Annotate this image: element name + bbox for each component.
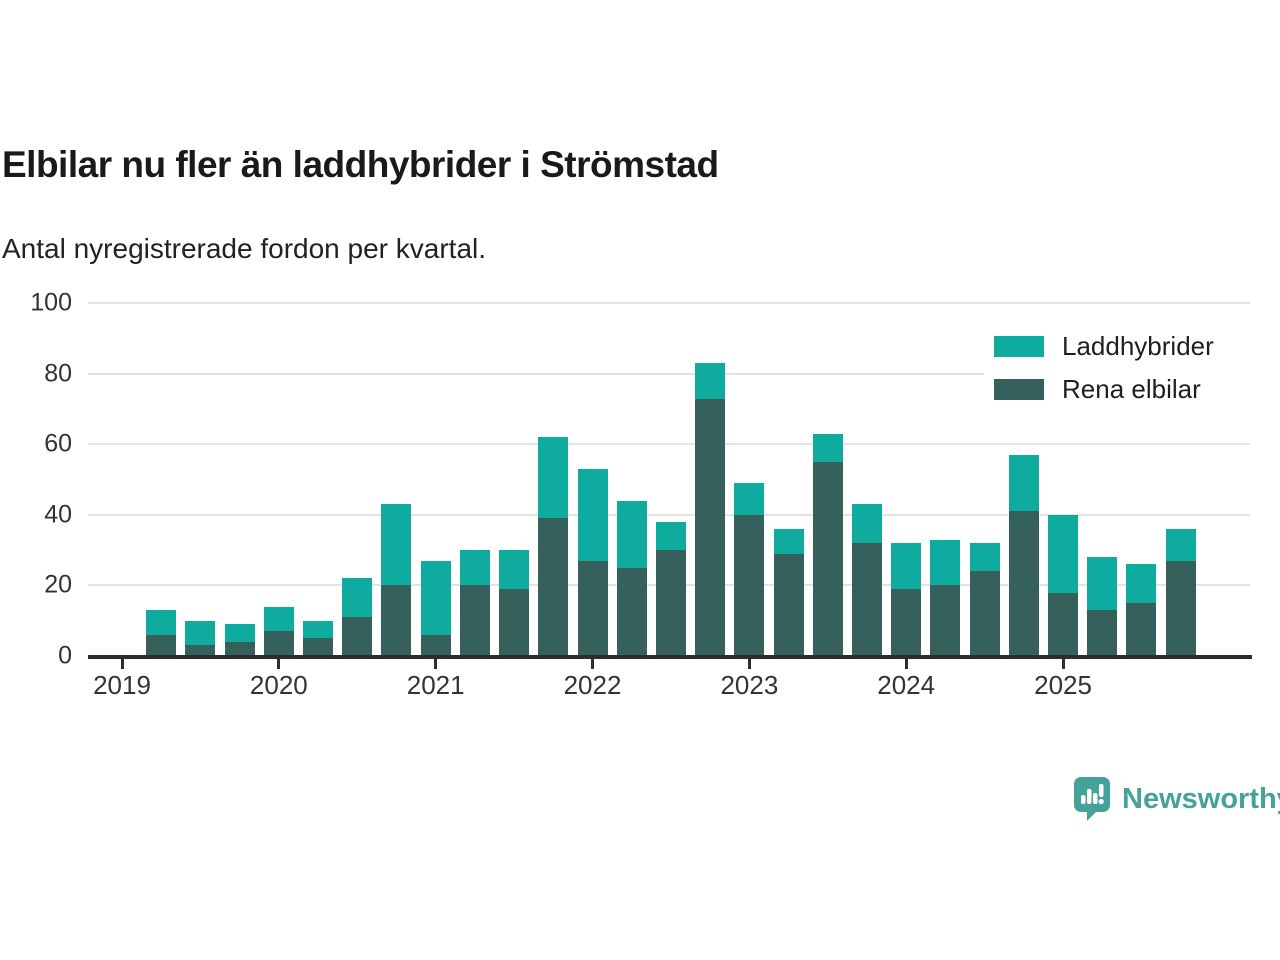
x-tick-label-2022: 2022 xyxy=(563,670,622,700)
bar-rena-elbilar-2024-Q2 xyxy=(930,585,961,656)
newsworthy-logo-text: Newsworthy xyxy=(1122,782,1280,815)
bar-laddhybrider-2021-Q4 xyxy=(538,437,569,519)
x-tick-2021 xyxy=(434,659,438,669)
bar-rena-elbilar-2025-Q1 xyxy=(1048,592,1079,656)
bar-laddhybrider-2024-Q4 xyxy=(1008,455,1039,512)
bar-rena-elbilar-2023-Q4 xyxy=(851,543,882,656)
bar-laddhybrider-2025-Q3 xyxy=(1126,564,1157,604)
bar-rena-elbilar-2025-Q2 xyxy=(1087,610,1118,656)
x-tick-label-2025: 2025 xyxy=(1034,670,1092,700)
bar-rena-elbilar-2021-Q1 xyxy=(420,634,451,656)
bar-laddhybrider-2021-Q1 xyxy=(420,560,451,635)
bar-laddhybrider-2019-Q3 xyxy=(185,620,216,646)
bar-rena-elbilar-2021-Q3 xyxy=(499,589,530,656)
newsworthy-logo-icon xyxy=(1074,777,1110,821)
gridline-60 xyxy=(88,443,1250,446)
legend-item-laddhybrider: Laddhybrider xyxy=(994,331,1250,362)
legend-swatch-rena-elbilar xyxy=(994,379,1044,400)
x-tick-2023 xyxy=(747,659,751,669)
bar-rena-elbilar-2025-Q3 xyxy=(1126,603,1157,656)
x-tick-label-2020: 2020 xyxy=(249,670,308,700)
bar-rena-elbilar-2022-Q4 xyxy=(695,398,726,656)
legend-label: Rena elbilar xyxy=(1062,374,1201,404)
x-tick-2019 xyxy=(120,659,124,669)
legend: Laddhybrider Rena elbilar xyxy=(984,321,1250,423)
bar-rena-elbilar-2021-Q2 xyxy=(459,585,490,656)
bar-rena-elbilar-2022-Q2 xyxy=(616,567,647,656)
bar-laddhybrider-2020-Q3 xyxy=(342,578,373,618)
bar-rena-elbilar-2021-Q4 xyxy=(538,518,569,656)
x-axis-line xyxy=(88,655,1252,659)
bar-rena-elbilar-2023-Q2 xyxy=(773,553,804,656)
bar-rena-elbilar-2019-Q4 xyxy=(224,641,255,656)
bar-laddhybrider-2020-Q4 xyxy=(381,504,412,586)
y-tick-label-80: 80 xyxy=(44,359,72,388)
bar-laddhybrider-2020-Q1 xyxy=(263,606,294,632)
bar-laddhybrider-2023-Q3 xyxy=(812,433,843,463)
newsworthy-logo: Newsworthy xyxy=(1074,777,1280,821)
bar-laddhybrider-2024-Q2 xyxy=(930,539,961,586)
bar-laddhybrider-2022-Q4 xyxy=(695,363,726,399)
bar-laddhybrider-2023-Q1 xyxy=(734,483,765,515)
x-tick-label-2024: 2024 xyxy=(877,670,936,700)
bar-laddhybrider-2021-Q3 xyxy=(499,550,530,589)
bar-rena-elbilar-2024-Q1 xyxy=(891,589,922,656)
x-tick-label-2023: 2023 xyxy=(720,670,779,700)
bar-laddhybrider-2021-Q2 xyxy=(459,550,490,586)
bar-laddhybrider-2022-Q2 xyxy=(616,500,647,568)
bar-rena-elbilar-2020-Q2 xyxy=(303,638,334,656)
legend-label: Laddhybrider xyxy=(1062,331,1214,361)
chart-subtitle: Antal nyregistrerade fordon per kvartal. xyxy=(2,233,487,264)
bar-rena-elbilar-2019-Q3 xyxy=(185,645,216,656)
gridline-100 xyxy=(88,302,1250,305)
x-tick-2025 xyxy=(1061,659,1065,669)
x-tick-2020 xyxy=(277,659,281,669)
gridline-80 xyxy=(88,372,1250,375)
bar-rena-elbilar-2023-Q3 xyxy=(812,462,843,656)
bar-laddhybrider-2025-Q2 xyxy=(1087,557,1118,611)
x-tick-2024 xyxy=(904,659,908,669)
y-tick-label-60: 60 xyxy=(44,429,72,458)
bar-rena-elbilar-2019-Q2 xyxy=(146,634,177,656)
x-tick-label-2021: 2021 xyxy=(406,670,465,700)
bar-rena-elbilar-2022-Q1 xyxy=(577,560,608,656)
bar-laddhybrider-2024-Q1 xyxy=(891,543,922,589)
y-tick-label-100: 100 xyxy=(30,288,72,317)
bar-rena-elbilar-2020-Q4 xyxy=(381,585,412,656)
y-tick-label-40: 40 xyxy=(44,500,72,529)
bar-laddhybrider-2024-Q3 xyxy=(969,543,1000,572)
bar-rena-elbilar-2024-Q4 xyxy=(1008,511,1039,656)
bar-laddhybrider-2020-Q2 xyxy=(303,620,334,639)
legend-swatch-laddhybrider xyxy=(994,336,1044,357)
bar-rena-elbilar-2023-Q1 xyxy=(734,514,765,656)
bar-laddhybrider-2019-Q2 xyxy=(146,610,177,635)
bar-rena-elbilar-2020-Q1 xyxy=(263,631,294,656)
bar-laddhybrider-2022-Q3 xyxy=(655,522,686,551)
bar-laddhybrider-2022-Q1 xyxy=(577,469,608,561)
x-tick-label-2019: 2019 xyxy=(93,670,151,700)
y-tick-label-20: 20 xyxy=(44,570,72,599)
bar-laddhybrider-2023-Q4 xyxy=(851,504,882,544)
bar-laddhybrider-2019-Q4 xyxy=(224,624,255,642)
bar-rena-elbilar-2022-Q3 xyxy=(655,550,686,656)
bar-laddhybrider-2025-Q1 xyxy=(1048,514,1079,593)
x-tick-2022 xyxy=(591,659,595,669)
bar-rena-elbilar-2024-Q3 xyxy=(969,571,1000,656)
bar-laddhybrider-2025-Q4 xyxy=(1165,529,1196,561)
logo-bars-icon xyxy=(1081,784,1104,805)
bar-laddhybrider-2023-Q2 xyxy=(773,529,804,554)
bar-rena-elbilar-2025-Q4 xyxy=(1165,560,1196,656)
legend-item-rena-elbilar: Rena elbilar xyxy=(994,374,1250,405)
bar-rena-elbilar-2020-Q3 xyxy=(342,617,373,656)
page-title: Elbilar nu fler än laddhybrider i Ströms… xyxy=(2,144,719,185)
gridline-40 xyxy=(88,513,1250,516)
y-tick-label-0: 0 xyxy=(58,641,72,670)
